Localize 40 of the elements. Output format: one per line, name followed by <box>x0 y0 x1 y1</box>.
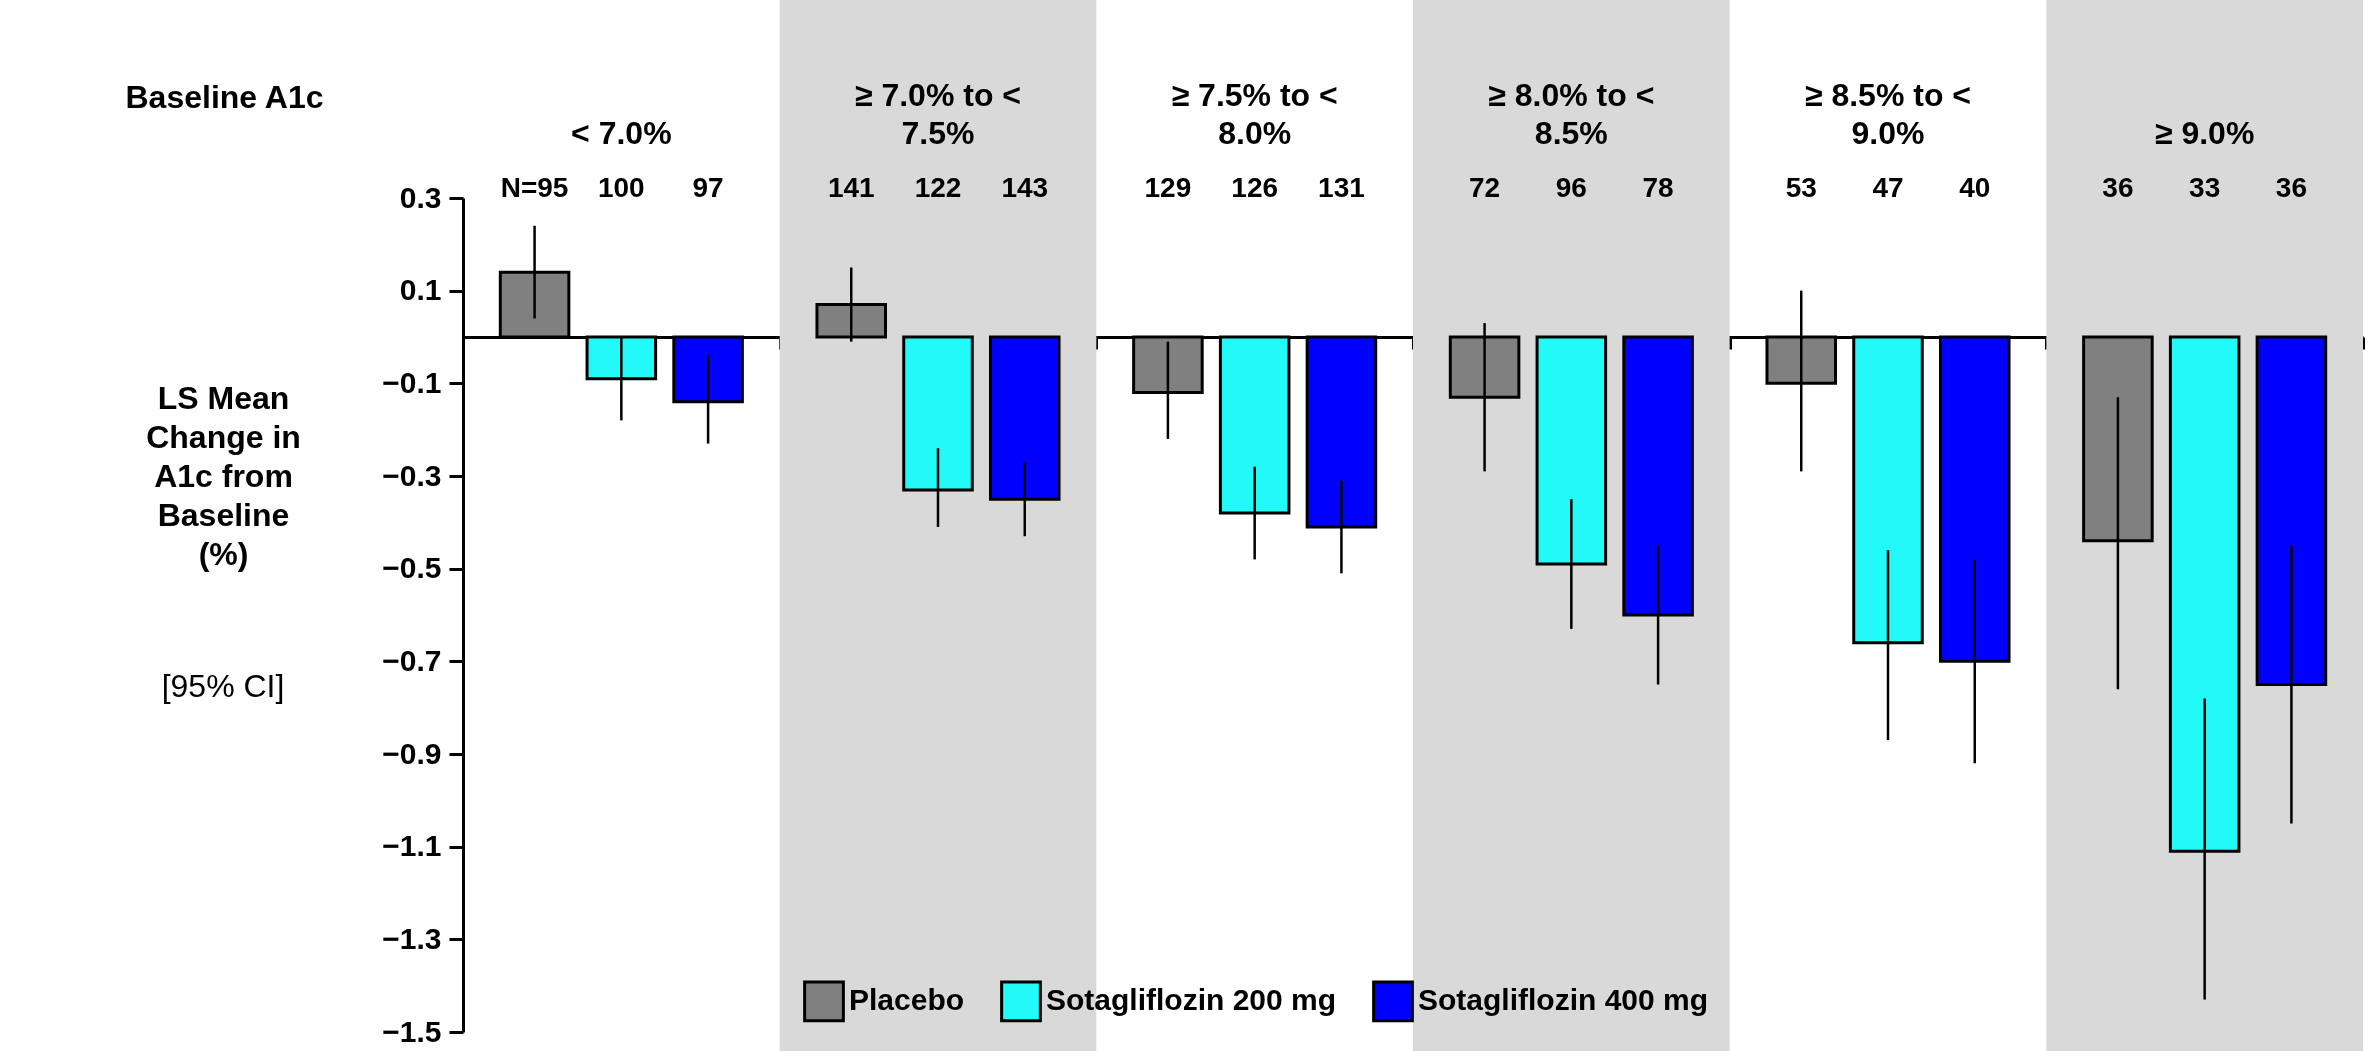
text: [95% CI] <box>161 668 285 704</box>
y-tick-label: −1.5 <box>382 1014 442 1048</box>
annotation: 47 <box>1872 172 1904 203</box>
annotation: 36 <box>2275 172 2307 203</box>
y-axis-title: LS Mean Change in A1c from Baseline (%) <box>146 379 301 572</box>
x-tick-label: ≥ 9.0% <box>2154 115 2255 151</box>
y-tick-label: −0.9 <box>382 736 442 770</box>
annotation: 78 <box>1642 172 1674 203</box>
annotation: 53 <box>1785 172 1817 203</box>
annotation: 100 <box>597 172 645 203</box>
y-tick-label: −1.1 <box>382 829 442 863</box>
annotation: 72 <box>1469 172 1501 203</box>
legend-label: Sotagliflozin 200 mg <box>1046 983 1337 1017</box>
annotation: 36 <box>2102 172 2134 203</box>
annotation: 96 <box>1555 172 1587 203</box>
y-tick-label: −0.1 <box>382 365 442 399</box>
annotation: N=95 <box>500 172 569 203</box>
x-tick-label: ≥ 8.5% to < 9.0% <box>1804 77 1972 151</box>
x-tick-label: ≥ 7.0% to < 7.5% <box>854 77 1022 151</box>
x-axis-title: Baseline A1c <box>125 78 324 115</box>
x-tick-label: ≥ 7.5% to < 8.0% <box>1171 77 1338 151</box>
annotation: 33 <box>2189 172 2221 203</box>
annotation: 131 <box>1318 172 1365 203</box>
legend-label: Placebo <box>849 983 965 1017</box>
annotation: 143 <box>1001 172 1049 203</box>
annotation: 141 <box>827 172 875 203</box>
y-tick-label: −0.7 <box>382 643 442 677</box>
x-tick-label: < 7.0% <box>571 115 672 151</box>
y-tick-label: 0.1 <box>399 273 442 307</box>
legend-label: Sotagliflozin 400 mg <box>1418 983 1709 1017</box>
y-tick-label: 0.3 <box>399 180 442 214</box>
x-tick-label: ≥ 8.0% to < 8.5% <box>1488 77 1655 151</box>
y-tick-label: −1.3 <box>382 921 442 955</box>
y-tick-label: −0.5 <box>382 551 442 585</box>
annotation: 126 <box>1231 172 1279 203</box>
y-tick-label: −0.3 <box>382 458 442 492</box>
annotation: 122 <box>914 172 962 203</box>
annotation: 129 <box>1144 172 1192 203</box>
annotation: 97 <box>692 172 724 203</box>
annotation: 40 <box>1959 172 1991 203</box>
